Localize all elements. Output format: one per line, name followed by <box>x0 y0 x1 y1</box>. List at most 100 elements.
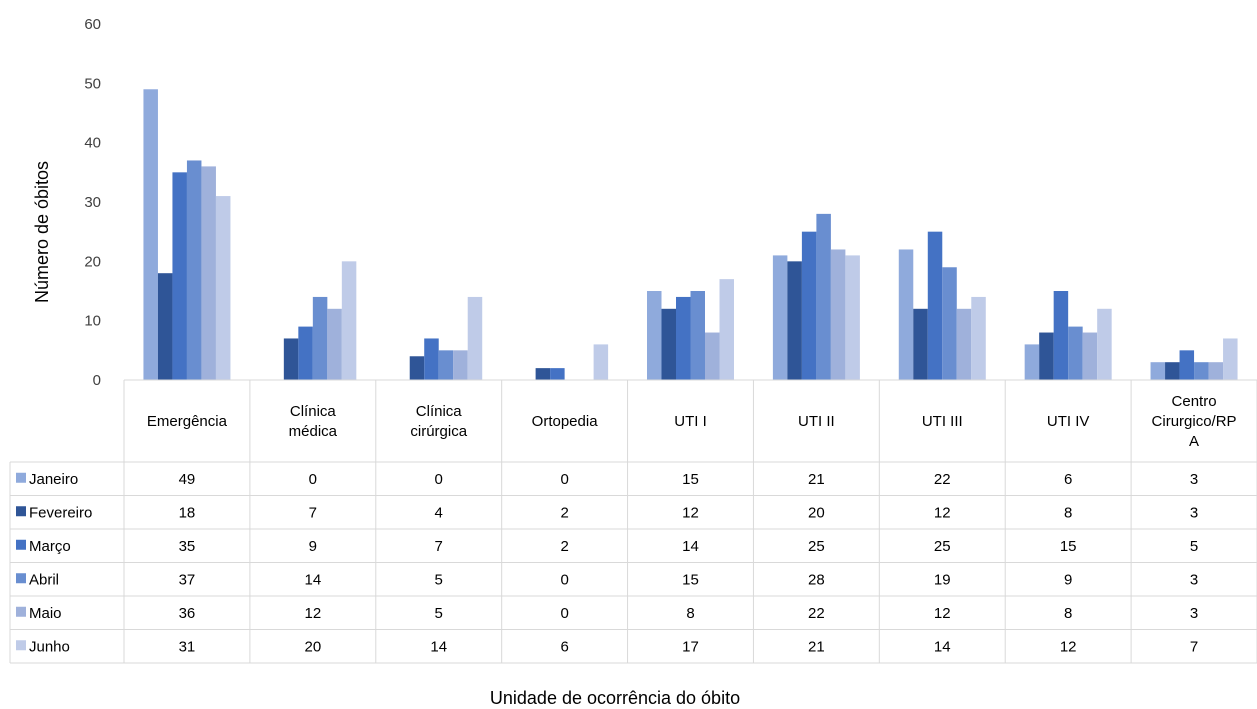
bar <box>647 291 662 380</box>
table-cell-value: 14 <box>304 571 321 588</box>
bar <box>535 368 551 380</box>
table-cell-value: 12 <box>304 605 321 622</box>
table-cell-value: 6 <box>560 638 568 655</box>
y-tick-label: 20 <box>84 253 101 270</box>
table-cell-value: 15 <box>682 571 699 588</box>
bar <box>719 279 734 380</box>
table-cell-value: 49 <box>179 471 196 488</box>
table-cell-value: 31 <box>179 638 196 655</box>
bar <box>186 160 202 380</box>
legend-swatch <box>16 606 26 617</box>
table-cell-value: 3 <box>1190 571 1198 588</box>
table-cell-value: 36 <box>179 605 196 622</box>
bar <box>593 344 609 380</box>
bar <box>1223 338 1238 380</box>
table-cell-value: 7 <box>435 538 443 555</box>
table-cell-value: 12 <box>934 605 951 622</box>
bar <box>157 273 173 380</box>
table-cell-value: 20 <box>304 638 321 655</box>
table-cell-value: 35 <box>179 538 196 555</box>
bar <box>1208 362 1224 380</box>
bar <box>1179 350 1195 380</box>
bar <box>690 291 705 380</box>
table-cell-value: 8 <box>686 605 694 622</box>
legend-label: Abril <box>29 571 59 588</box>
table-cell-value: 5 <box>1190 538 1198 555</box>
bar <box>1053 291 1069 380</box>
bar <box>1068 326 1083 380</box>
bar <box>705 332 720 380</box>
y-tick-label: 10 <box>84 313 101 330</box>
table-cell-value: 22 <box>934 471 951 488</box>
table-cell-value: 3 <box>1190 471 1198 488</box>
bar <box>801 231 817 380</box>
table-cell-value: 25 <box>934 538 951 555</box>
table-cell-value: 8 <box>1064 504 1072 521</box>
category-label: UTI IV <box>1047 413 1090 430</box>
table-cell-value: 9 <box>309 538 317 555</box>
table-cell-value: 18 <box>179 504 196 521</box>
y-tick-label: 0 <box>93 372 101 389</box>
legend-swatch <box>16 640 26 651</box>
table-cell-value: 22 <box>808 605 825 622</box>
legend-label: Maio <box>29 605 62 622</box>
category-label: UTI I <box>674 413 707 430</box>
legend-swatch <box>16 573 26 584</box>
table-cell-value: 17 <box>682 638 699 655</box>
bar <box>438 350 454 380</box>
category-label: Emergência <box>147 413 228 430</box>
category-label: Clínica <box>290 403 337 420</box>
bar <box>215 196 231 380</box>
bar <box>1150 362 1166 380</box>
bar <box>772 255 788 380</box>
bar <box>1165 362 1180 380</box>
bar <box>424 338 439 380</box>
table-cell-value: 0 <box>560 605 568 622</box>
table-cell-value: 14 <box>430 638 447 655</box>
table-cell-value: 8 <box>1064 605 1072 622</box>
y-tick-label: 40 <box>84 135 101 152</box>
bar <box>409 356 425 380</box>
bar <box>1082 332 1098 380</box>
legend-swatch <box>16 506 26 517</box>
table-cell-value: 0 <box>560 471 568 488</box>
table-cell-value: 5 <box>435 571 443 588</box>
legend-swatch <box>16 539 26 550</box>
bar <box>312 296 328 380</box>
category-label: Clínica <box>416 403 463 420</box>
bar <box>453 350 468 380</box>
legend-swatch <box>16 472 26 483</box>
category-label: A <box>1189 433 1199 450</box>
table-cell-value: 25 <box>808 538 825 555</box>
table-cell-value: 37 <box>179 571 196 588</box>
bar <box>201 166 216 380</box>
plot-area: 0102030405060EmergênciaClínicamédicaClín… <box>9 16 1257 664</box>
bar <box>143 89 158 381</box>
table-cell-value: 19 <box>934 571 951 588</box>
bar <box>816 213 831 380</box>
legend-label: Junho <box>29 638 70 655</box>
y-tick-label: 60 <box>84 16 101 33</box>
y-axis-title: Número de óbitos <box>32 161 52 303</box>
table-cell-value: 14 <box>682 538 699 555</box>
bar <box>898 249 914 380</box>
y-tick-label: 50 <box>84 75 101 92</box>
category-label: cirúrgica <box>410 423 467 440</box>
table-cell-value: 3 <box>1190 504 1198 521</box>
table-cell-value: 9 <box>1064 571 1072 588</box>
bar <box>283 338 299 380</box>
bar <box>661 308 676 380</box>
legend-label: Janeiro <box>29 471 78 488</box>
table-cell-value: 6 <box>1064 471 1072 488</box>
bar <box>942 267 957 380</box>
category-label: médica <box>289 423 338 440</box>
bar <box>172 172 187 380</box>
table-cell-value: 12 <box>1060 638 1077 655</box>
table-cell-value: 21 <box>808 471 825 488</box>
table-cell-value: 12 <box>934 504 951 521</box>
table-cell-value: 15 <box>682 471 699 488</box>
y-tick-label: 30 <box>84 194 101 211</box>
bar <box>550 368 565 380</box>
legend-label: Março <box>29 538 71 555</box>
